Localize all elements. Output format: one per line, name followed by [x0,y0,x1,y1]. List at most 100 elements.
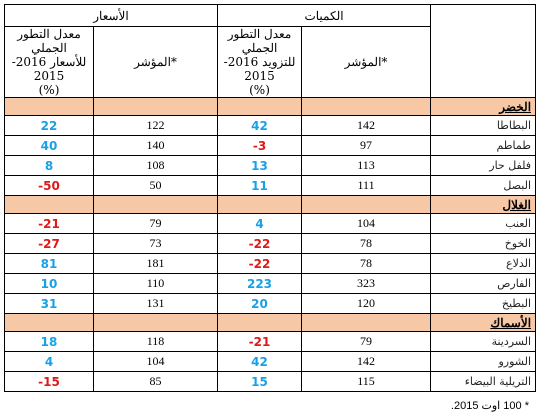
quantity-index-header: المؤشر* [301,26,432,98]
quantity-rate-cell: 20 [217,293,303,314]
product-name: التريلية البيضاء [430,371,537,392]
quantity-rate-cell: 223 [217,273,303,294]
price-rate-cell: 31 [4,293,94,314]
price-index-cell: 73 [92,233,219,254]
product-name: الشورو [430,351,537,372]
prices-group-header: الأسعار [3,4,219,27]
section-empty-cell [217,195,303,214]
quantity-rate-header-line2: للتزويد 2016-2015 [223,55,296,83]
price-index-cell: 104 [92,351,219,372]
section-empty-cell [4,195,94,214]
quantity-rate-cell: 11 [217,175,303,196]
price-rate-header: معدل التطور الجملي للأسعار 2016-2015 (%) [4,26,94,98]
price-rate-cell: 8 [4,155,94,176]
price-index-cell: 181 [92,253,219,274]
price-rate-cell: 22 [4,115,94,136]
table-row: -21 79 4 104 العنب [4,213,537,234]
section-empty-cell [92,313,219,332]
quantity-index-cell: 78 [301,233,432,254]
quantity-rate-cell: -3 [217,135,303,156]
product-name: السردينة [430,331,537,352]
section-empty-cell [217,313,303,332]
quantity-index-cell: 104 [301,213,432,234]
price-rate-cell: 4 [4,351,94,372]
section-empty-cell [4,97,94,116]
product-name: الفارص [430,273,537,294]
table-row: 10 110 223 323 الفارص [4,273,537,294]
section-empty-cell [92,97,219,116]
section-empty-cell [301,313,432,332]
section-empty-cell [217,97,303,116]
table-body: الخضر 22 122 42 142 البطاطا 40 140 -3 97 طماطم 8 108… [4,97,537,392]
product-name: البصل [430,175,537,196]
product-header-empty [430,4,537,98]
section-row: الخضر [4,97,537,116]
price-rate-header-line3: (%) [38,83,60,97]
footnote: * 100 اوت 2015. [450,400,529,412]
price-rate-cell: -27 [4,233,94,254]
section-empty-cell [4,313,94,332]
price-rate-cell: 40 [4,135,94,156]
product-name: البطيخ [430,293,537,314]
quantities-group-header: الكميات [217,4,432,27]
quantity-index-cell: 111 [301,175,432,196]
quantity-rate-cell: 13 [217,155,303,176]
quantity-index-cell: 113 [301,155,432,176]
quantity-index-cell: 78 [301,253,432,274]
price-index-cell: 122 [92,115,219,136]
quantity-index-cell: 97 [301,135,432,156]
quantity-index-cell: 323 [301,273,432,294]
section-title: الخضر [430,97,537,116]
section-empty-cell [92,195,219,214]
price-index-cell: 118 [92,331,219,352]
table-row: 22 122 42 142 البطاطا [4,115,537,136]
product-name: طماطم [430,135,537,156]
price-rate-cell: -50 [4,175,94,196]
product-name: فلفل حار [430,155,537,176]
table-row: -50 50 11 111 البصل [4,175,537,196]
price-rate-cell: -15 [4,371,94,392]
table-row: 8 108 13 113 فلفل حار [4,155,537,176]
quantity-rate-header-line3: (%) [249,83,270,97]
price-index-cell: 140 [92,135,219,156]
table-row: 40 140 -3 97 طماطم [4,135,537,156]
price-index-header: المؤشر* [92,26,219,98]
table-row: 18 118 -21 79 السردينة [4,331,537,352]
quantity-index-cell: 142 [301,115,432,136]
quantity-rate-cell: -22 [217,253,303,274]
section-empty-cell [301,195,432,214]
section-title: الغلال [430,195,537,214]
table-row: 31 131 20 120 البطيخ [4,293,537,314]
section-empty-cell [301,97,432,116]
quantity-index-cell: 79 [301,331,432,352]
quantity-index-cell: 115 [301,371,432,392]
price-quantity-table: الأسعار الكميات معدل التطور الجملي للأسع… [3,4,537,392]
price-rate-cell: 18 [4,331,94,352]
price-rate-header-line1: معدل التطور الجملي [17,27,81,55]
quantity-rate-cell: 42 [217,351,303,372]
price-rate-cell: -21 [4,213,94,234]
price-index-cell: 131 [92,293,219,314]
table-row: 81 181 -22 78 الدلاع [4,253,537,274]
quantity-rate-cell: 42 [217,115,303,136]
quantity-rate-header: معدل التطور الجملي للتزويد 2016-2015 (%) [217,26,303,98]
table-row: 4 104 42 142 الشورو [4,351,537,372]
quantity-rate-header-line1: معدل التطور الجملي [227,27,292,55]
price-index-cell: 85 [92,371,219,392]
quantity-rate-cell: -21 [217,331,303,352]
quantity-index-cell: 120 [301,293,432,314]
quantity-rate-cell: 15 [217,371,303,392]
table-row: -15 85 15 115 التريلية البيضاء [4,371,537,392]
price-index-cell: 50 [92,175,219,196]
price-rate-cell: 81 [4,253,94,274]
table-row: -27 73 -22 78 الخوخ [4,233,537,254]
price-index-cell: 110 [92,273,219,294]
section-row: الغلال [4,195,537,214]
section-row: الأسماك [4,313,537,332]
quantity-rate-cell: -22 [217,233,303,254]
price-rate-cell: 10 [4,273,94,294]
price-index-cell: 108 [92,155,219,176]
product-name: البطاطا [430,115,537,136]
quantity-rate-cell: 4 [217,213,303,234]
product-name: الخوخ [430,233,537,254]
